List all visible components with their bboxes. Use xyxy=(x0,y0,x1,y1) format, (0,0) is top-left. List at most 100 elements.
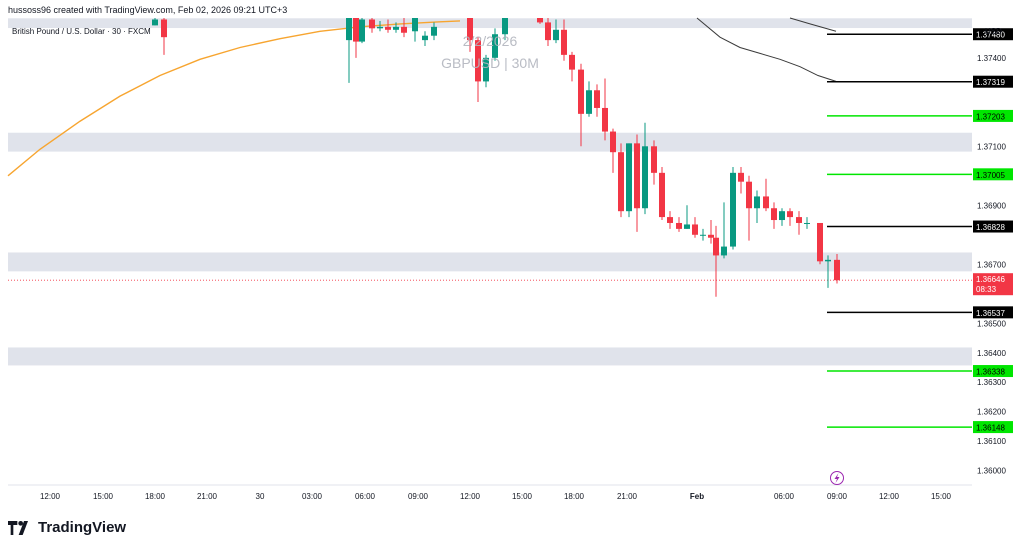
candle[interactable] xyxy=(422,31,428,47)
current-price-text: 1.36646 xyxy=(976,275,1005,284)
candle[interactable] xyxy=(401,18,407,38)
candle[interactable] xyxy=(412,18,418,42)
candle[interactable] xyxy=(708,220,714,244)
candle-body xyxy=(642,146,648,209)
candle[interactable] xyxy=(483,54,489,88)
candle[interactable] xyxy=(642,122,648,215)
candle[interactable] xyxy=(713,225,719,297)
candle[interactable] xyxy=(730,166,736,250)
candle[interactable] xyxy=(825,255,831,288)
candle[interactable] xyxy=(359,18,365,44)
candle-body xyxy=(492,34,498,58)
candle[interactable] xyxy=(353,18,359,58)
candle[interactable] xyxy=(537,18,543,24)
tradingview-brand[interactable]: TradingView xyxy=(8,519,126,536)
candle-body xyxy=(684,224,690,229)
candle[interactable] xyxy=(152,18,158,26)
watermark-symbol: GBPUSD | 30M xyxy=(441,55,539,71)
candle[interactable] xyxy=(377,20,383,32)
candle-body xyxy=(730,172,736,247)
time-tick-label: 15:00 xyxy=(93,492,114,501)
candle-body xyxy=(834,259,840,281)
candle[interactable] xyxy=(545,18,551,47)
candle[interactable] xyxy=(779,208,785,226)
candle[interactable] xyxy=(754,190,760,223)
candle-body xyxy=(721,246,727,256)
candle[interactable] xyxy=(475,37,481,103)
candle[interactable] xyxy=(578,63,584,147)
candle[interactable] xyxy=(796,211,802,235)
candle[interactable] xyxy=(610,128,616,173)
candle[interactable] xyxy=(676,217,682,232)
candle[interactable] xyxy=(586,81,592,117)
candle-body xyxy=(626,143,632,212)
candle[interactable] xyxy=(787,208,793,226)
candle[interactable] xyxy=(393,22,399,33)
candle[interactable] xyxy=(667,211,673,229)
candle[interactable] xyxy=(618,143,624,218)
time-tick-label: 12:00 xyxy=(879,492,900,501)
candle-body xyxy=(412,18,418,32)
time-tick-label: Feb xyxy=(690,492,704,501)
grey-zone xyxy=(8,132,972,152)
candle[interactable] xyxy=(602,78,608,141)
candle-body xyxy=(700,234,706,236)
moving-average-line xyxy=(789,17,837,32)
candle[interactable] xyxy=(161,18,167,55)
time-tick-label: 06:00 xyxy=(355,492,376,501)
candle-body xyxy=(377,26,383,29)
candle[interactable] xyxy=(834,253,840,284)
level-price-label xyxy=(973,75,1013,88)
candle[interactable] xyxy=(569,51,575,82)
price-axis-unit[interactable]: USD xyxy=(985,27,1002,36)
candle[interactable] xyxy=(659,166,665,221)
candle[interactable] xyxy=(346,18,352,83)
symbol-legend[interactable]: British Pound / U.S. Dollar · 30 · FXCM xyxy=(12,27,151,36)
candle[interactable] xyxy=(385,19,391,33)
chart-watermark: 2/2/2026 GBPUSD | 30M xyxy=(440,30,540,74)
level-price-label xyxy=(973,220,1013,233)
candle[interactable] xyxy=(684,205,690,229)
candle[interactable] xyxy=(467,18,473,52)
candle-body xyxy=(537,18,543,23)
candle-body xyxy=(738,172,744,182)
candle[interactable] xyxy=(651,140,657,185)
moving-average-line xyxy=(7,20,461,177)
candle-body xyxy=(578,69,584,114)
candle[interactable] xyxy=(746,175,752,241)
candle[interactable] xyxy=(553,19,559,44)
candle[interactable] xyxy=(594,84,600,117)
candle[interactable] xyxy=(700,228,706,241)
candle-body xyxy=(401,26,407,33)
moving-average-line xyxy=(696,17,837,82)
candle[interactable] xyxy=(369,18,375,33)
candle-body xyxy=(610,131,616,153)
candle-body xyxy=(618,152,624,212)
level-price-text: 1.36338 xyxy=(976,368,1005,377)
candle[interactable] xyxy=(492,28,498,61)
price-tick-label: 1.36700 xyxy=(977,260,1006,269)
candle[interactable] xyxy=(771,202,777,229)
candle[interactable] xyxy=(561,19,567,61)
candle[interactable] xyxy=(804,217,810,229)
grey-zone xyxy=(8,347,972,366)
candle[interactable] xyxy=(634,134,640,232)
candle[interactable] xyxy=(502,18,508,41)
candle[interactable] xyxy=(692,217,698,238)
time-tick-label: 30 xyxy=(256,492,265,501)
candle-body xyxy=(545,22,551,41)
candle-body xyxy=(817,222,823,262)
candle[interactable] xyxy=(721,202,727,259)
candle[interactable] xyxy=(738,166,744,194)
candle[interactable] xyxy=(431,22,437,41)
time-tick-label: 12:00 xyxy=(40,492,61,501)
candle-body xyxy=(746,181,752,209)
candle[interactable] xyxy=(763,178,769,212)
candle[interactable] xyxy=(817,222,823,265)
grey-zone xyxy=(8,252,972,272)
candle[interactable] xyxy=(626,143,632,218)
level-price-label xyxy=(973,365,1013,378)
time-tick-label: 21:00 xyxy=(617,492,638,501)
